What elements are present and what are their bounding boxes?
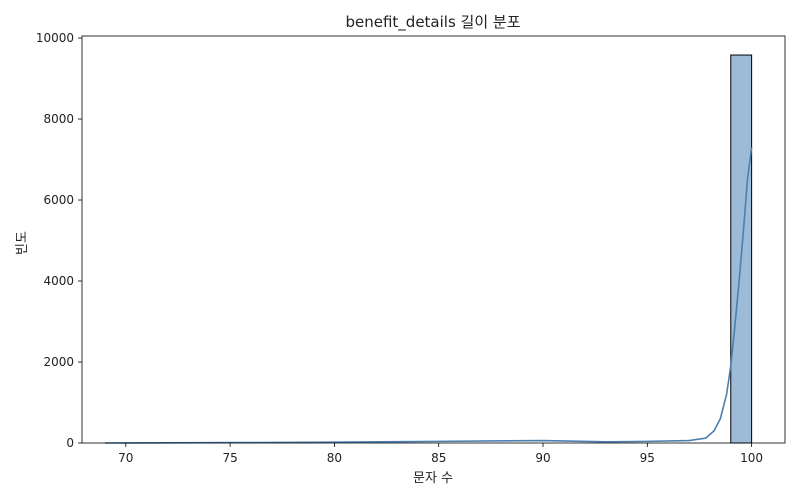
plot-area bbox=[104, 54, 753, 444]
y-tick-label: 2000 bbox=[43, 355, 74, 369]
y-tick-label: 6000 bbox=[43, 193, 74, 207]
y-axis-label: 빈도 bbox=[15, 231, 30, 255]
axes: 70 75 80 85 90 95 100 0 2000 4000 6000 8000 10000 bbox=[36, 31, 786, 465]
plot-frame bbox=[81, 35, 786, 444]
x-tick-label: 95 bbox=[640, 451, 655, 465]
x-tick-label: 75 bbox=[222, 451, 237, 465]
kde-line bbox=[104, 147, 753, 444]
x-tick-label: 90 bbox=[535, 451, 550, 465]
y-tick-label: 8000 bbox=[43, 112, 74, 126]
y-tick-label: 0 bbox=[66, 436, 74, 450]
x-axis-label: 문자 수 bbox=[413, 471, 453, 486]
y-tick-label: 4000 bbox=[43, 274, 74, 288]
x-tick-label: 85 bbox=[431, 451, 446, 465]
x-tick-label: 100 bbox=[740, 451, 763, 465]
y-tick-label: 10000 bbox=[36, 31, 74, 45]
x-tick-label: 70 bbox=[118, 451, 133, 465]
chart-title: benefit_details 길이 분포 bbox=[345, 13, 520, 32]
x-tick-label: 80 bbox=[327, 451, 342, 465]
